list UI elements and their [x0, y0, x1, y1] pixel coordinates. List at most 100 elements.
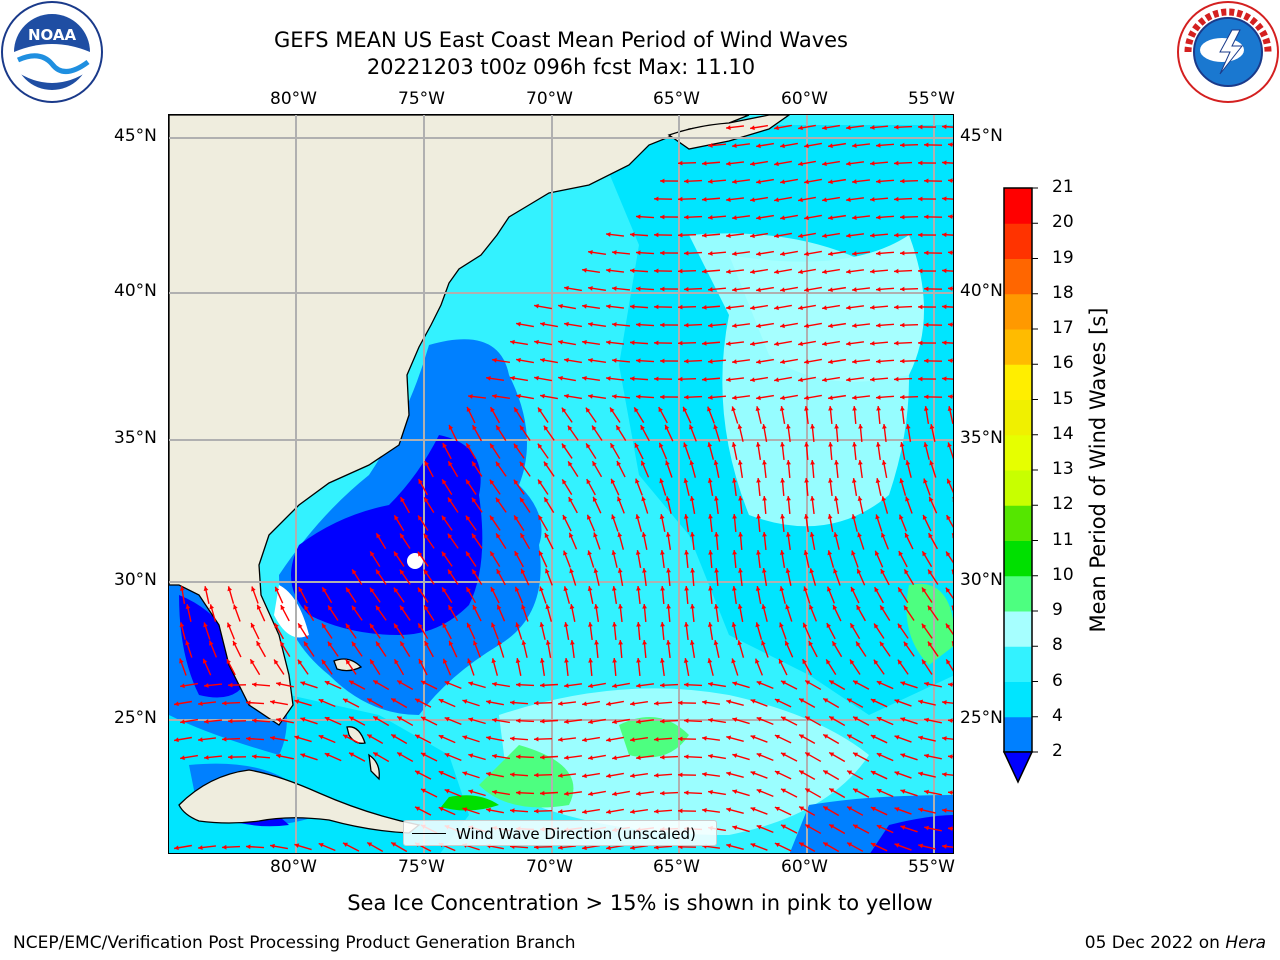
wave-direction-arrow [396, 715, 414, 727]
wave-direction-arrow [945, 551, 953, 564]
wave-direction-arrow [629, 701, 649, 707]
wave-direction-arrow [276, 753, 294, 760]
wave-direction-arrow [707, 406, 715, 424]
wave-direction-arrow [851, 215, 871, 220]
wave-direction-arrow [876, 752, 894, 762]
wave-direction-arrow [828, 477, 833, 497]
wave-direction-arrow [664, 424, 674, 442]
wave-direction-arrow [585, 443, 597, 459]
wave-direction-arrow [869, 197, 889, 202]
wave-direction-arrow [537, 514, 549, 532]
wave-direction-arrow [587, 321, 607, 327]
wave-direction-arrow [689, 424, 697, 442]
wave-direction-arrow [513, 443, 525, 459]
wave-direction-arrow [780, 142, 798, 149]
colorbar-band [1004, 434, 1032, 471]
wave-direction-arrow [635, 683, 655, 688]
wave-direction-arrow [342, 698, 360, 708]
colorbar-band [1004, 646, 1032, 682]
wave-direction-arrow [780, 788, 798, 798]
wave-direction-arrow [593, 532, 601, 550]
wave-direction-arrow [496, 568, 506, 586]
wave-direction-arrow [629, 773, 649, 779]
wave-direction-arrow [516, 357, 534, 364]
wave-direction-arrow [510, 339, 528, 346]
wave-direction-arrow [516, 321, 534, 328]
wave-direction-arrow [707, 359, 727, 364]
wave-direction-arrow [894, 699, 912, 707]
colorbar-tick-label: 12 [1052, 494, 1074, 515]
wave-direction-arrow [708, 549, 713, 569]
wave-direction-arrow [420, 680, 438, 690]
wave-direction-arrow [725, 161, 745, 166]
wave-direction-arrow [558, 339, 576, 346]
wave-direction-arrow [784, 640, 794, 658]
wave-direction-arrow [918, 843, 936, 850]
lat-label-left-25n: 25°N [114, 708, 157, 728]
wave-direction-arrow [174, 700, 192, 707]
wave-direction-arrow [612, 790, 630, 797]
wave-direction-arrow [833, 532, 840, 550]
wave-direction-arrow [677, 376, 697, 382]
wave-direction-arrow [851, 514, 858, 532]
wave-direction-arrow [917, 376, 937, 382]
wave-direction-arrow [342, 842, 360, 852]
wave-direction-arrow [489, 479, 501, 495]
wave-direction-arrow [899, 394, 919, 400]
wave-direction-arrow [893, 268, 913, 274]
wave-direction-arrow [617, 568, 624, 586]
wave-direction-arrow [684, 549, 689, 569]
wave-direction-arrow [635, 286, 655, 292]
wave-direction-arrow [780, 178, 798, 185]
wave-direction-arrow [737, 424, 744, 442]
wave-direction-arrow [827, 550, 835, 568]
wave-direction-arrow [486, 735, 504, 742]
wave-direction-arrow [417, 622, 429, 640]
wave-direction-arrow [903, 568, 915, 586]
wave-direction-arrow [851, 359, 871, 364]
wave-direction-arrow [893, 232, 913, 238]
lon-label-top-75w: 75°W [398, 89, 445, 109]
wave-direction-arrow [731, 251, 751, 256]
wave-direction-arrow [471, 533, 483, 549]
wave-direction-arrow [725, 197, 745, 202]
wave-direction-arrow [701, 268, 721, 274]
wave-direction-arrow [300, 681, 318, 689]
wave-direction-arrow [713, 640, 720, 658]
wave-direction-arrow [635, 250, 655, 256]
wave-direction-arrow [846, 806, 864, 816]
wave-direction-arrow [869, 233, 889, 238]
wave-direction-arrow [447, 533, 459, 549]
wave-direction-arrow [923, 358, 943, 364]
wave-direction-arrow [804, 358, 822, 365]
wave-direction-arrow [592, 496, 602, 514]
wave-direction-arrow [509, 808, 529, 814]
wave-direction-arrow [899, 442, 906, 460]
lon-label-top-80w: 80°W [270, 89, 317, 109]
wave-direction-arrow [708, 681, 726, 688]
wave-direction-arrow [653, 340, 673, 346]
wave-direction-arrow [640, 424, 650, 442]
wave-direction-arrow [869, 161, 889, 166]
wave-direction-arrow [780, 477, 785, 497]
wave-direction-arrow [846, 770, 864, 780]
wave-direction-arrow [605, 376, 625, 381]
wave-direction-arrow [441, 515, 453, 531]
land-mass [169, 115, 791, 834]
wave-direction-arrow [947, 826, 953, 832]
wave-direction-arrow [802, 622, 812, 640]
wave-direction-arrow [774, 734, 792, 744]
wave-direction-arrow [923, 250, 943, 256]
wave-direction-arrow [635, 358, 655, 364]
wave-direction-arrow [804, 751, 822, 763]
wave-direction-arrow [609, 407, 621, 423]
wave-direction-arrow [274, 586, 284, 604]
wave-direction-arrow [683, 682, 703, 688]
wave-direction-arrow [947, 394, 953, 400]
wave-direction-arrow [418, 658, 428, 676]
wave-direction-arrow [666, 603, 671, 623]
wave-direction-arrow [256, 604, 266, 622]
wave-direction-arrow [677, 232, 697, 238]
wave-direction-arrow [372, 751, 390, 763]
wave-direction-arrow [846, 734, 864, 744]
